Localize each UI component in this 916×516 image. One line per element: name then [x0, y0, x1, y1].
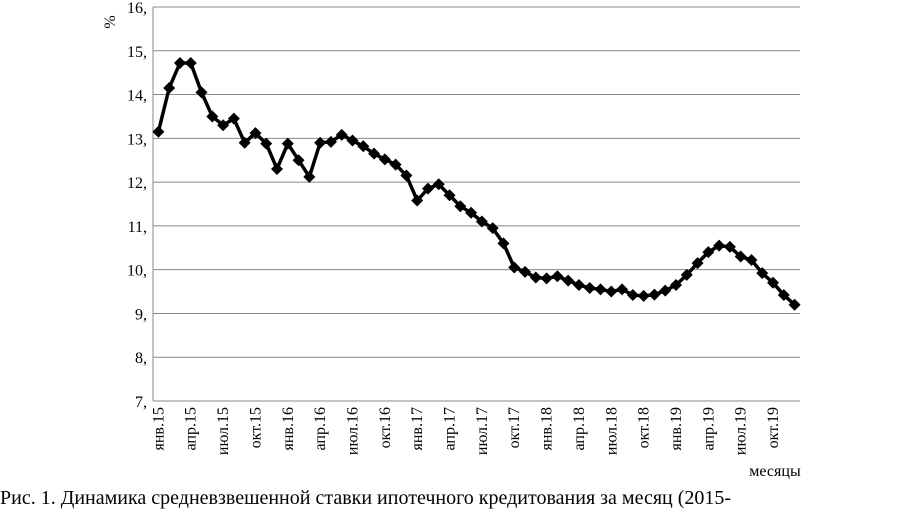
marker	[475, 215, 488, 228]
marker	[335, 128, 348, 141]
marker	[723, 240, 736, 253]
marker	[756, 267, 769, 280]
marker	[227, 112, 240, 125]
marker	[249, 127, 262, 140]
marker	[540, 272, 553, 285]
y-tick-label: 14,	[127, 88, 147, 105]
marker	[486, 222, 499, 235]
marker	[271, 162, 284, 175]
marker	[626, 289, 639, 302]
marker	[508, 261, 521, 274]
y-tick-label: 9,	[135, 306, 147, 323]
marker	[389, 158, 402, 171]
x-tick-label: янв.18	[539, 407, 556, 450]
marker	[605, 285, 618, 298]
marker	[195, 86, 208, 99]
x-tick-label: апр.19	[700, 407, 717, 450]
marker	[152, 125, 165, 138]
marker	[411, 194, 424, 207]
x-tick-label: янв.19	[668, 407, 685, 450]
marker	[519, 265, 532, 278]
x-tick-label: апр.16	[312, 407, 329, 450]
marker	[497, 237, 510, 250]
marker	[260, 137, 273, 150]
marker	[702, 246, 715, 259]
marker	[368, 147, 381, 160]
x-tick-label: апр.15	[183, 407, 200, 450]
marker	[637, 289, 650, 302]
marker	[292, 154, 305, 167]
marker	[443, 189, 456, 202]
x-tick-label: апр.18	[571, 407, 588, 450]
marker	[378, 153, 391, 166]
y-tick-label: 12,	[127, 175, 147, 192]
x-tick-label: июл.15	[215, 407, 232, 455]
marker	[400, 169, 413, 182]
marker	[421, 182, 434, 195]
marker	[454, 200, 467, 213]
marker	[562, 274, 575, 287]
marker	[680, 268, 693, 281]
marker	[173, 57, 186, 70]
marker	[788, 298, 801, 311]
marker	[184, 57, 197, 70]
x-tick-label: янв.16	[280, 407, 297, 450]
x-tick-label: июл.16	[344, 407, 361, 455]
y-tick-label: 10,	[127, 263, 147, 280]
marker	[551, 270, 564, 283]
marker	[238, 136, 251, 149]
marker	[357, 140, 370, 153]
y-tick-label: 7,	[135, 394, 147, 411]
marker	[324, 135, 337, 148]
marker	[648, 288, 661, 301]
y-tick-label: 13,	[127, 131, 147, 148]
y-tick-label: 15,	[127, 44, 147, 61]
marker	[616, 283, 629, 296]
x-tick-label: янв.17	[409, 407, 426, 450]
line	[156, 61, 796, 306]
x-tick-label: июл.18	[603, 407, 620, 455]
caption: Рис. 1. Динамика средневзвешенной ставки…	[0, 487, 731, 509]
marker	[659, 284, 672, 297]
marker	[163, 81, 176, 94]
marker	[691, 257, 704, 270]
x-tick-label: янв.15	[150, 407, 167, 450]
marker	[734, 250, 747, 263]
marker	[346, 134, 359, 147]
x-axis-label: месяцы	[749, 463, 801, 480]
marker	[669, 278, 682, 291]
marker	[206, 110, 219, 123]
y-axis-label: %	[102, 15, 119, 28]
x-tick-label: июл.17	[474, 407, 491, 455]
y-tick-label: 16,	[127, 0, 147, 17]
y-tick-label: 11,	[128, 219, 147, 236]
x-tick-label: апр.17	[442, 407, 459, 450]
marker	[767, 276, 780, 289]
marker	[583, 282, 596, 295]
marker	[432, 178, 445, 191]
marker	[465, 206, 478, 219]
marker	[745, 254, 758, 267]
marker	[529, 271, 542, 284]
x-tick-label: окт.19	[765, 407, 782, 448]
x-tick-label: окт.17	[506, 407, 523, 448]
marker	[777, 289, 790, 302]
x-tick-label: июл.19	[733, 407, 750, 455]
marker	[314, 136, 327, 149]
marker	[303, 170, 316, 183]
marker	[281, 137, 294, 150]
marker	[217, 119, 230, 132]
x-tick-label: окт.15	[247, 407, 264, 448]
marker	[572, 278, 585, 291]
marker	[713, 239, 726, 252]
x-tick-label: окт.18	[636, 407, 653, 448]
y-tick-label: 8,	[135, 350, 147, 367]
x-tick-label: окт.16	[377, 407, 394, 448]
marker	[594, 283, 607, 296]
